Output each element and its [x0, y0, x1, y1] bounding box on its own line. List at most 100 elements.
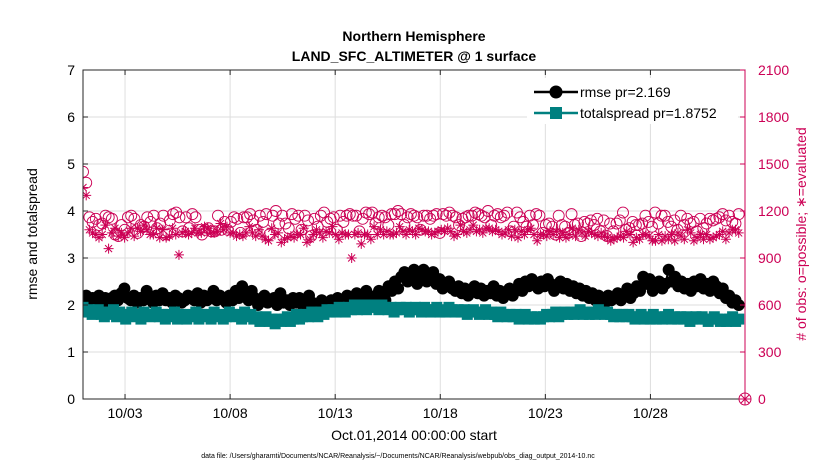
obs-possible-point — [128, 212, 141, 225]
obs-evaluated-point — [138, 220, 149, 231]
obs-possible-point — [308, 212, 321, 225]
obs-evaluated-point — [244, 221, 255, 232]
obs-possible-point — [420, 209, 433, 222]
obs-evaluated-point — [343, 229, 354, 240]
obs-possible-point — [273, 217, 286, 230]
obs-evaluated-point — [151, 223, 162, 234]
obs-evaluated-point — [417, 224, 428, 235]
obs-evaluated-point — [452, 229, 463, 240]
y-right-tick-label: 300 — [758, 344, 782, 360]
y-left-tick-label: 1 — [67, 344, 75, 360]
obs-evaluated-point — [624, 229, 635, 240]
obs-evaluated-point — [135, 226, 146, 237]
obs-evaluated-point — [487, 226, 498, 237]
y-axis-left-label: rmse and totalspread — [24, 168, 40, 300]
obs-possible-point — [231, 212, 244, 225]
y-right-tick-label: 600 — [758, 297, 782, 313]
obs-evaluated-point — [167, 223, 178, 234]
obs-possible-point — [269, 205, 282, 217]
obs-evaluated-point — [471, 226, 482, 237]
obs-evaluated-point — [589, 229, 600, 240]
obs-evaluated-point — [273, 227, 284, 238]
obs-evaluated-point — [362, 229, 373, 240]
obs-evaluated-point — [253, 224, 264, 235]
obs-possible-point — [411, 211, 424, 224]
obs-evaluated-point — [394, 221, 405, 232]
obs-possible-point — [626, 216, 639, 228]
obs-evaluated-point — [711, 231, 722, 242]
rmse-point — [118, 282, 131, 295]
obs-evaluated-point — [519, 229, 530, 240]
obs-evaluated-point — [503, 224, 514, 235]
obs-evaluated-point — [583, 226, 594, 237]
obs-evaluated-point — [404, 224, 415, 235]
obs-evaluated-point — [455, 220, 466, 231]
obs-possible-point — [652, 217, 665, 230]
y-left-tick-label: 7 — [67, 62, 75, 78]
obs-evaluated-point — [372, 229, 383, 240]
obs-evaluated-point — [449, 231, 460, 242]
obs-evaluated-point — [308, 229, 319, 240]
obs-evaluated-point — [327, 221, 338, 232]
y-left-tick-label: 5 — [67, 156, 75, 172]
obs-evaluated-point — [305, 234, 316, 245]
obs-evaluated-point — [177, 227, 188, 238]
obs-origin-star — [739, 393, 751, 405]
obs-possible-point — [147, 209, 160, 222]
y-right-tick-label: 1200 — [758, 203, 789, 219]
obs-possible-point — [244, 208, 257, 221]
y-right-tick-label: 2100 — [758, 62, 789, 78]
chart-title-line2: LAND_SFC_ALTIMETER @ 1 surface — [292, 48, 537, 64]
obs-evaluated-point — [103, 243, 114, 254]
x-axis-label: Oct.01,2014 00:00:00 start — [331, 427, 497, 443]
obs-possible-point — [732, 208, 745, 221]
obs-evaluated-point — [388, 229, 399, 240]
obs-possible-point — [83, 165, 89, 178]
x-tick-label: 10/28 — [633, 405, 668, 421]
obs-evaluated-point — [413, 223, 424, 234]
obs-evaluated-point — [321, 226, 332, 237]
rmse-point — [236, 280, 249, 293]
obs-evaluated-point — [685, 227, 696, 238]
obs-evaluated-point — [528, 229, 539, 240]
chart-title-line1: Northern Hemisphere — [342, 28, 485, 44]
obs-evaluated-point — [337, 227, 348, 238]
totalspread-point — [135, 313, 147, 325]
obs-evaluated-point — [349, 229, 360, 240]
obs-evaluated-point — [164, 231, 175, 242]
obs-possible-point — [716, 208, 729, 221]
obs-evaluated-point — [125, 223, 136, 234]
obs-evaluated-point — [631, 232, 642, 243]
obs-evaluated-point — [458, 226, 469, 237]
totalspread-point — [205, 313, 217, 325]
obs-evaluated-point — [269, 229, 280, 240]
obs-evaluated-point — [353, 227, 364, 238]
obs-possible-point — [240, 211, 253, 224]
x-tick-label: 10/18 — [423, 405, 458, 421]
obs-possible-point — [655, 209, 668, 222]
obs-evaluated-point — [628, 237, 639, 248]
y-right-tick-label: 0 — [758, 391, 766, 407]
obs-possible-point — [546, 220, 559, 233]
obs-evaluated-point — [170, 229, 181, 240]
obs-possible-point — [533, 209, 546, 222]
obs-evaluated-point — [506, 231, 517, 242]
obs-evaluated-point — [221, 221, 232, 232]
obs-evaluated-point — [612, 232, 623, 243]
obs-evaluated-point — [391, 227, 402, 238]
obs-possible-point — [395, 208, 408, 221]
obs-evaluated-point — [346, 253, 357, 263]
rmse-point — [732, 299, 745, 311]
obs-evaluated-point — [701, 229, 712, 240]
legend-rmse-marker — [549, 85, 563, 99]
obs-possible-point — [462, 209, 475, 222]
obs-possible-point — [292, 209, 305, 222]
obs-evaluated-point — [324, 227, 335, 238]
totalspread-point — [190, 306, 202, 318]
obs-evaluated-point — [173, 249, 184, 260]
obs-possible-point — [449, 211, 462, 224]
axes-ticks: 10/03 10/08 10/13 10/18 10/23 10/28 0 1 2 3 4 5 6 7 0 3… — [67, 62, 789, 421]
y-axis-right-label: # of obs: o=possible; ∗=evaluated — [793, 127, 809, 340]
obs-possible-point — [337, 216, 350, 228]
y-left-tick-label: 6 — [67, 109, 75, 125]
